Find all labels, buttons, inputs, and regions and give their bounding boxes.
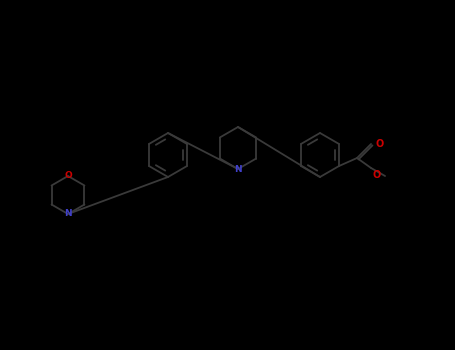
Text: O: O [375, 139, 383, 149]
Text: N: N [234, 164, 242, 174]
Text: O: O [64, 172, 72, 181]
Text: N: N [64, 210, 72, 218]
Text: O: O [372, 170, 380, 180]
